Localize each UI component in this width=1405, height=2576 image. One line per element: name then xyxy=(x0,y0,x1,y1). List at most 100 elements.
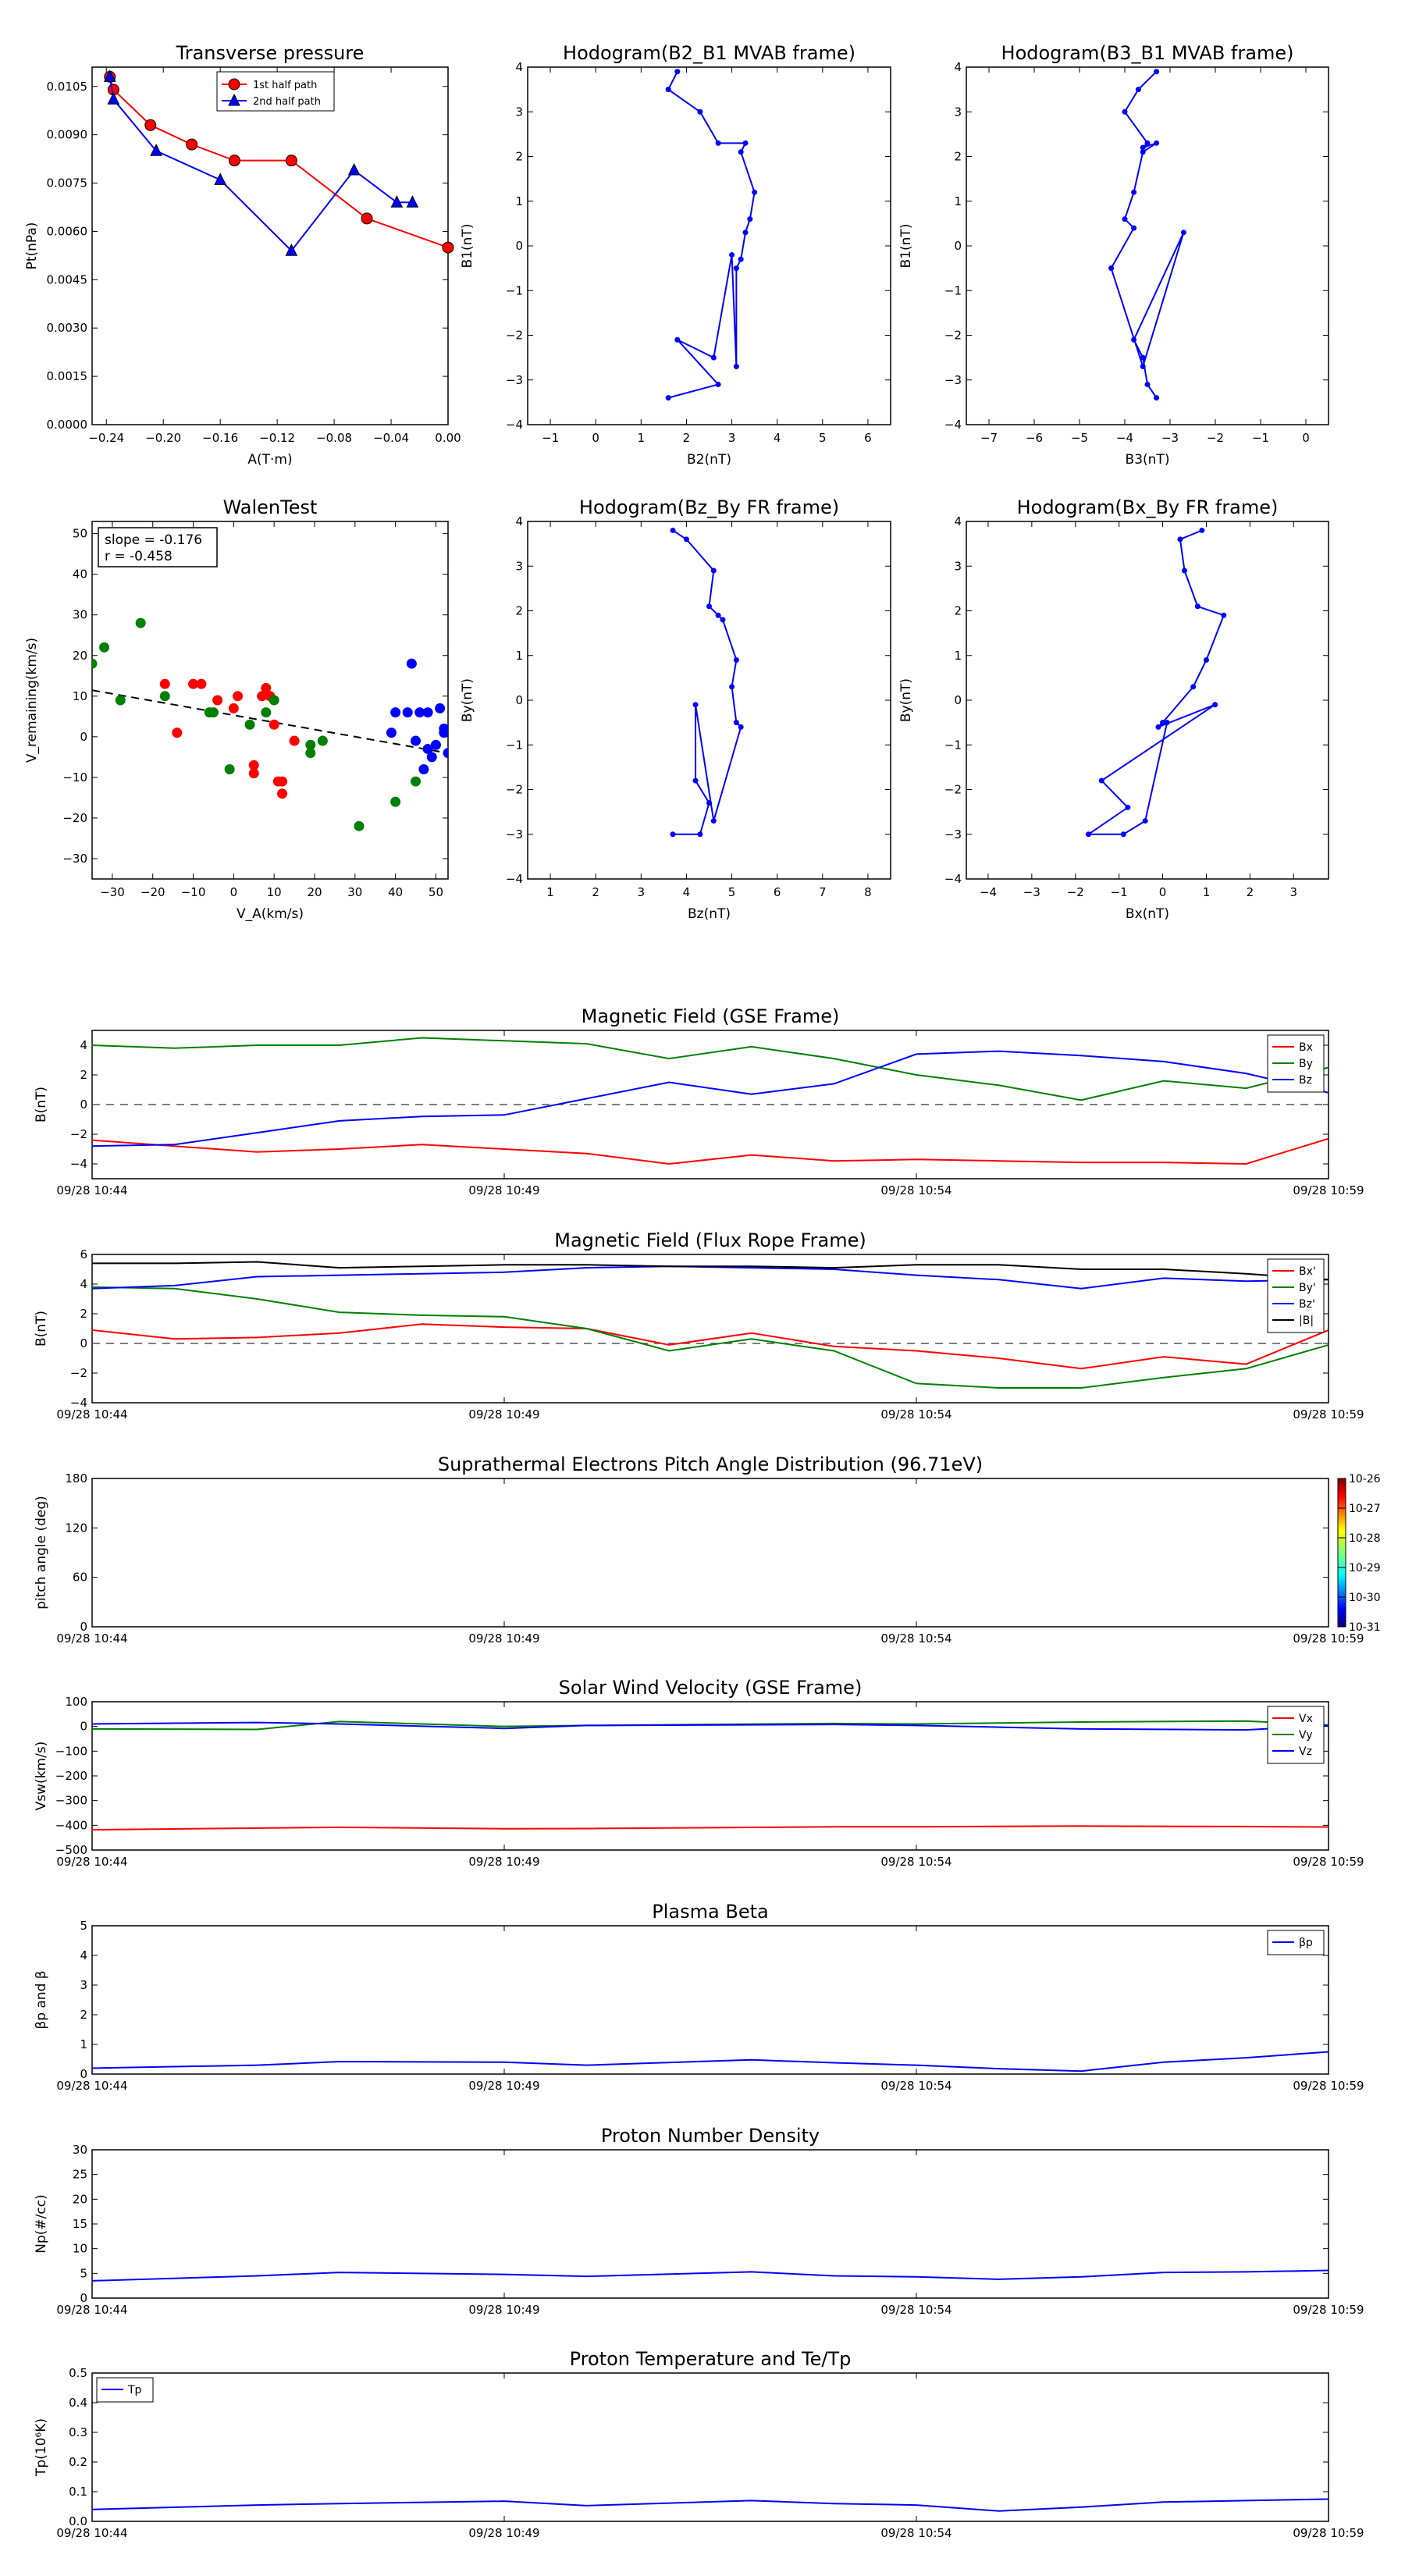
scatter-point-green xyxy=(390,796,401,807)
data-point xyxy=(1154,69,1160,75)
chart-title: Hodogram(B3_B1 MVAB frame) xyxy=(1001,42,1294,64)
y-tick-label: 5 xyxy=(80,1919,87,1933)
data-point xyxy=(1180,229,1186,236)
data-point xyxy=(670,831,676,838)
x-tick-label: −7 xyxy=(980,431,998,445)
x-tick-label: 1 xyxy=(638,431,646,445)
legend-label: Vy xyxy=(1299,1729,1313,1742)
data-point xyxy=(1140,364,1146,370)
x-tick-label: 6 xyxy=(864,431,872,445)
x-tick-label: −0.04 xyxy=(373,431,409,445)
scatter-point-green xyxy=(305,748,316,759)
x-tick-label: −1 xyxy=(1111,885,1128,899)
colorbar-label-base: 10-31 xyxy=(1349,1621,1381,1634)
data-point xyxy=(347,162,361,176)
y-tick-label: −1 xyxy=(944,738,962,752)
x-tick-label: 6 xyxy=(774,885,781,899)
y-tick-label: 3 xyxy=(515,105,523,119)
data-point xyxy=(1154,395,1160,401)
y-tick-label: 120 xyxy=(65,1521,87,1535)
data-point xyxy=(674,336,681,343)
data-point xyxy=(697,831,703,838)
y-tick-label: −2 xyxy=(944,329,962,343)
scatter-point-red xyxy=(228,703,239,713)
y-tick-label: 0.0 xyxy=(69,2514,87,2528)
y-tick-label: 0.0045 xyxy=(47,272,88,286)
y-axis-label: βp and β xyxy=(34,1970,49,2029)
scatter-point-red xyxy=(212,695,223,706)
x-tick-label: 3 xyxy=(1290,885,1298,899)
scatter-point-green xyxy=(159,691,170,702)
hodo3-chart: −4 −3 −2 −1 0 1 2 3 4 1 2 3 4 5 6 7 8 Hodogram(Bz_By FR f… xyxy=(460,496,891,922)
x-tick-label: 0 xyxy=(592,431,599,445)
data-point xyxy=(1098,777,1104,784)
y-tick-label: 3 xyxy=(515,559,523,573)
data-point xyxy=(285,244,298,256)
series-line-bx xyxy=(91,1137,1329,1165)
data-point xyxy=(715,381,721,387)
data-point xyxy=(720,617,726,623)
y-tick-label: 4 xyxy=(80,1038,87,1052)
y-tick-label: −4 xyxy=(944,418,962,432)
legend-label: |B| xyxy=(1299,1315,1314,1327)
x-tick-label: 2 xyxy=(683,431,691,445)
time-tick-label: 09/28 10:54 xyxy=(880,1631,951,1646)
data-point xyxy=(706,603,712,610)
data-point xyxy=(1131,189,1137,195)
x-axis-label: Bz(nT) xyxy=(688,906,731,922)
x-axis-label: B2(nT) xyxy=(687,452,731,468)
y-tick-label: 1 xyxy=(515,194,523,208)
y-tick-label: 0.4 xyxy=(69,2396,87,2410)
x-tick-label: −0.12 xyxy=(259,431,295,445)
y-axis-label: B1(nT) xyxy=(460,224,475,269)
y-tick-label: −400 xyxy=(55,1818,87,1832)
y-tick-label: 0 xyxy=(954,239,962,253)
y-tick-label: 3 xyxy=(80,1978,87,1992)
data-point xyxy=(1160,720,1166,726)
legend-label: Bx xyxy=(1299,1041,1313,1054)
scatter-point-blue xyxy=(386,728,397,738)
y-tick-label: 3 xyxy=(954,105,962,119)
colorbar-label: 10-28 xyxy=(1349,1532,1381,1545)
scatter-point-green xyxy=(269,695,279,706)
data-point xyxy=(1144,140,1151,146)
colorbar-label: 10-26 xyxy=(1349,1473,1381,1485)
y-tick-label: 1 xyxy=(515,649,523,663)
data-point xyxy=(150,144,162,156)
scatter-point-red xyxy=(257,691,268,702)
y-tick-label: −20 xyxy=(62,811,87,825)
y-tick-label: 3 xyxy=(954,559,962,573)
time-tick-label: 09/28 10:49 xyxy=(468,1631,539,1646)
x-tick-label: −3 xyxy=(1023,885,1040,899)
y-tick-label: 40 xyxy=(73,568,87,582)
walen-chart: −30 −20 −10 0 10 20 30 40 50 −30 −20 −10 0 10 20 30 40 50… xyxy=(24,496,449,922)
y-tick-label: −500 xyxy=(55,1843,87,1857)
y-tick-label: −100 xyxy=(55,1744,87,1758)
scatter-point-red xyxy=(261,682,272,693)
data-point xyxy=(738,256,744,262)
chart-title: Magnetic Field (Flux Rope Frame) xyxy=(554,1229,866,1251)
y-tick-label: 30 xyxy=(73,2143,87,2157)
scatter-point-green xyxy=(135,617,146,628)
y-tick-label: −2 xyxy=(944,783,962,797)
legend-label: 2nd half path xyxy=(253,96,321,108)
data-point xyxy=(1140,354,1146,361)
x-tick-label: 8 xyxy=(864,885,872,899)
time-tick-label: 09/28 10:44 xyxy=(56,1183,127,1197)
y-tick-label: 1 xyxy=(80,2037,87,2051)
y-tick-label: 100 xyxy=(65,1695,87,1709)
x-tick-label: −4 xyxy=(1116,431,1133,445)
scatter-point-red xyxy=(248,768,259,779)
y-tick-label: 6 xyxy=(80,1247,87,1261)
time-tick-label: 09/28 10:59 xyxy=(1293,1407,1364,1421)
y-tick-label: 0 xyxy=(80,730,87,744)
time-tick-label: 09/28 10:44 xyxy=(56,2079,127,2093)
series-line-vz xyxy=(91,1721,1329,1731)
scatter-point-blue xyxy=(411,735,422,746)
scatter-point-blue xyxy=(418,763,429,774)
time-tick-label: 09/28 10:49 xyxy=(468,2303,539,2317)
y-tick-label: 0.3 xyxy=(69,2425,87,2439)
scatter-point-red xyxy=(233,691,244,702)
x-tick-label: −3 xyxy=(1161,431,1179,445)
